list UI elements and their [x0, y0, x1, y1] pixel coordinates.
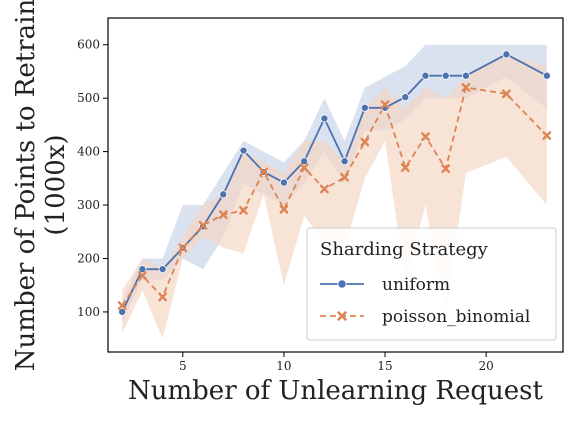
point-uniform-10: [320, 114, 329, 123]
point-uniform-5: [219, 190, 228, 199]
point-uniform-8: [279, 178, 288, 187]
point-poisson-binomial-6: [239, 205, 248, 215]
legend-title: Sharding Strategy: [320, 239, 489, 260]
point-poisson-binomial-18: [501, 89, 511, 99]
legend-marker-poisson-binomial: [337, 311, 347, 321]
y-tick-label-400: 400: [77, 145, 100, 159]
point-uniform-15: [421, 71, 430, 80]
point-poisson-binomial-12: [360, 137, 370, 147]
y-tick-label-600: 600: [77, 38, 100, 52]
point-uniform-9: [300, 157, 309, 166]
legend-items: uniform poisson_binomial: [320, 275, 530, 327]
point-uniform-0: [118, 307, 127, 316]
point-poisson-binomial-17: [461, 83, 471, 92]
point-uniform-1: [138, 265, 147, 274]
point-poisson-binomial-8: [279, 204, 289, 214]
legend-item-uniform: uniform: [320, 275, 450, 295]
plot-frame: [107, 17, 564, 353]
point-uniform-2: [158, 265, 167, 274]
point-poisson-binomial-2: [158, 292, 167, 302]
point-poisson-binomial-1: [137, 271, 147, 280]
point-poisson-binomial-10: [319, 184, 329, 194]
point-uniform-14: [401, 93, 410, 102]
legend-box: [306, 227, 557, 341]
x-tick-label-20: 20: [479, 359, 494, 373]
point-poisson-binomial-9: [299, 163, 309, 173]
point-uniform-6: [239, 146, 248, 155]
point-uniform-16: [441, 71, 450, 80]
legend: Sharding Strategy uniform poisson_binomia…: [306, 227, 557, 341]
point-uniform-18: [502, 50, 511, 59]
y-tick-label-200: 200: [77, 251, 100, 265]
series-markers: [117, 50, 552, 316]
y-tick-label-300: 300: [77, 198, 100, 212]
point-poisson-binomial-7: [259, 167, 269, 177]
point-poisson-binomial-3: [178, 243, 188, 253]
x-tick-label-10: 10: [276, 359, 291, 373]
legend-marker-uniform: [337, 279, 347, 289]
point-uniform-17: [461, 71, 470, 80]
legend-label-uniform: uniform: [382, 275, 450, 295]
y-tick-label-500: 500: [77, 91, 100, 105]
legend-item-poisson-binomial: poisson_binomial: [320, 307, 530, 327]
x-axis-title: Number of Unlearning Request: [128, 376, 543, 406]
legend-label-poisson-binomial: poisson_binomial: [382, 307, 530, 327]
point-poisson-binomial-15: [421, 132, 430, 142]
point-poisson-binomial-5: [218, 210, 228, 220]
y-axis-title-line1: Number of Points to Retrain: [11, 0, 41, 371]
y-axis-title: Number of Points to Retrain (1000x): [11, 0, 71, 371]
point-poisson-binomial-14: [400, 163, 410, 173]
y-axis-title-line2: (1000x): [41, 134, 71, 235]
point-uniform-11: [340, 157, 349, 166]
point-poisson-binomial-11: [340, 172, 349, 182]
point-poisson-binomial-19: [542, 131, 552, 140]
y-tick-label-100: 100: [77, 305, 100, 319]
point-poisson-binomial-16: [441, 164, 451, 174]
point-poisson-binomial-4: [198, 220, 208, 230]
x-tick-label-5: 5: [179, 359, 187, 373]
x-tick-label-15: 15: [377, 359, 392, 373]
axis-ticks: 5 10 15 20 100 200 300 400 500 600: [77, 38, 494, 373]
point-uniform-12: [360, 103, 369, 112]
point-poisson-binomial-13: [380, 100, 390, 109]
point-poisson-binomial-0: [117, 301, 127, 310]
point-uniform-19: [542, 71, 551, 80]
